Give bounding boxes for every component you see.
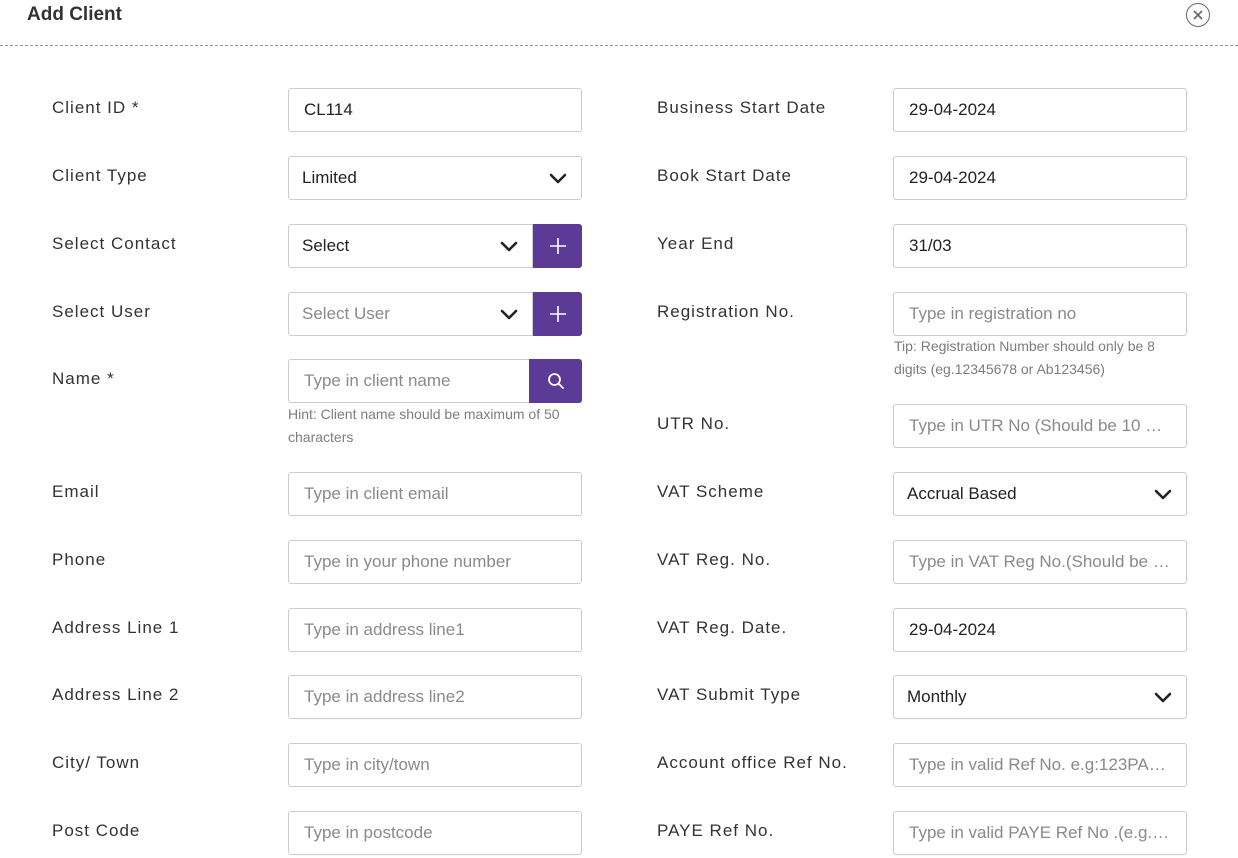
- registration-no-tip: Tip: Registration Number should only be …: [894, 335, 1155, 381]
- email-label: Email: [52, 482, 100, 501]
- select-contact-value: Select: [302, 236, 350, 255]
- vat-submit-type-select[interactable]: Monthly: [893, 675, 1187, 719]
- address-line2-input[interactable]: Type in address line2: [288, 675, 582, 719]
- registration-no-tip-line2: digits (eg.12345678 or Ab123456): [894, 361, 1105, 377]
- book-start-date-input[interactable]: 29-04-2024: [893, 156, 1187, 200]
- search-icon: [547, 373, 564, 389]
- client-id-value: CL114: [304, 100, 353, 119]
- email-input[interactable]: Type in client email: [288, 472, 582, 516]
- registration-no-label: Registration No.: [657, 302, 795, 321]
- close-icon[interactable]: [1186, 3, 1210, 27]
- year-end-value: 31/03: [909, 236, 952, 255]
- phone-placeholder: Type in your phone number: [304, 552, 511, 571]
- account-office-ref-label: Account office Ref No.: [657, 753, 848, 772]
- client-name-hint-line2: characters: [288, 429, 354, 445]
- vat-reg-no-input[interactable]: Type in VAT Reg No.(Should be 9 digits): [893, 540, 1187, 584]
- paye-ref-label: PAYE Ref No.: [657, 821, 775, 840]
- client-name-hint: Hint: Client name should be maximum of 5…: [288, 403, 560, 449]
- registration-no-tip-line1: Tip: Registration Number should only be …: [894, 338, 1155, 354]
- vat-scheme-select[interactable]: Accrual Based: [893, 472, 1187, 516]
- paye-ref-placeholder: Type in valid PAYE Ref No .(e.g. 123/AB4…: [909, 823, 1171, 842]
- registration-no-placeholder: Type in registration no: [909, 304, 1077, 323]
- year-end-label: Year End: [657, 234, 735, 253]
- select-user-label: Select User: [52, 302, 151, 321]
- vat-submit-type-value: Monthly: [907, 687, 967, 706]
- address-line1-label: Address Line 1: [52, 618, 180, 637]
- city-town-label: City/ Town: [52, 753, 141, 772]
- name-label: Name *: [52, 369, 115, 388]
- address-line2-placeholder: Type in address line2: [304, 687, 465, 706]
- add-user-button[interactable]: [533, 292, 582, 336]
- phone-input[interactable]: Type in your phone number: [288, 540, 582, 584]
- client-name-input[interactable]: Type in client name: [288, 359, 530, 403]
- post-code-placeholder: Type in postcode: [304, 823, 433, 842]
- vat-scheme-value: Accrual Based: [907, 484, 1017, 503]
- modal-header: Add Client: [0, 0, 1238, 46]
- chevron-down-icon: [1154, 692, 1172, 703]
- address-line1-placeholder: Type in address line1: [304, 620, 465, 639]
- vat-submit-type-label: VAT Submit Type: [657, 685, 802, 704]
- business-start-date-input[interactable]: 29-04-2024: [893, 88, 1187, 132]
- search-client-button[interactable]: [529, 359, 582, 403]
- year-end-input[interactable]: 31/03: [893, 224, 1187, 268]
- client-id-label: Client ID *: [52, 98, 140, 117]
- post-code-input[interactable]: Type in postcode: [288, 811, 582, 855]
- email-placeholder: Type in client email: [304, 484, 449, 503]
- client-type-select[interactable]: Limited: [288, 156, 582, 200]
- address-line1-input[interactable]: Type in address line1: [288, 608, 582, 652]
- address-line2-label: Address Line 2: [52, 685, 180, 704]
- city-town-placeholder: Type in city/town: [304, 755, 430, 774]
- account-office-ref-placeholder: Type in valid Ref No. e.g:123PA00012345: [909, 755, 1171, 774]
- account-office-ref-input[interactable]: Type in valid Ref No. e.g:123PA00012345: [893, 743, 1187, 787]
- select-contact-label: Select Contact: [52, 234, 177, 253]
- client-type-label: Client Type: [52, 166, 148, 185]
- client-id-input[interactable]: CL114: [288, 88, 582, 132]
- plus-icon: [549, 238, 566, 254]
- select-contact-dropdown[interactable]: Select: [288, 224, 533, 268]
- business-start-date-label: Business Start Date: [657, 98, 827, 117]
- city-town-input[interactable]: Type in city/town: [288, 743, 582, 787]
- add-contact-button[interactable]: [533, 224, 582, 268]
- vat-reg-no-label: VAT Reg. No.: [657, 550, 772, 569]
- vat-scheme-label: VAT Scheme: [657, 482, 765, 501]
- vat-reg-date-label: VAT Reg. Date.: [657, 618, 788, 637]
- client-name-placeholder: Type in client name: [304, 371, 451, 390]
- select-user-placeholder: Select User: [302, 304, 390, 323]
- utr-no-placeholder: Type in UTR No (Should be 10 digits): [909, 416, 1171, 435]
- utr-no-label: UTR No.: [657, 414, 731, 433]
- phone-label: Phone: [52, 550, 107, 569]
- chevron-down-icon: [500, 241, 518, 252]
- plus-icon: [549, 306, 566, 322]
- book-start-date-value: 29-04-2024: [909, 168, 996, 187]
- client-name-hint-line1: Hint: Client name should be maximum of 5…: [288, 406, 560, 422]
- vat-reg-date-input[interactable]: 29-04-2024: [893, 608, 1187, 652]
- business-start-date-value: 29-04-2024: [909, 100, 996, 119]
- chevron-down-icon: [1154, 489, 1172, 500]
- utr-no-input[interactable]: Type in UTR No (Should be 10 digits): [893, 404, 1187, 448]
- chevron-down-icon: [549, 173, 567, 184]
- paye-ref-input[interactable]: Type in valid PAYE Ref No .(e.g. 123/AB4…: [893, 811, 1187, 855]
- select-user-dropdown[interactable]: Select User: [288, 292, 533, 336]
- book-start-date-label: Book Start Date: [657, 166, 793, 185]
- registration-no-input[interactable]: Type in registration no: [893, 292, 1187, 336]
- chevron-down-icon: [500, 309, 518, 320]
- client-type-value: Limited: [302, 168, 357, 187]
- vat-reg-no-placeholder: Type in VAT Reg No.(Should be 9 digits): [909, 552, 1171, 571]
- vat-reg-date-value: 29-04-2024: [909, 620, 996, 639]
- post-code-label: Post Code: [52, 821, 141, 840]
- modal-title: Add Client: [27, 4, 122, 25]
